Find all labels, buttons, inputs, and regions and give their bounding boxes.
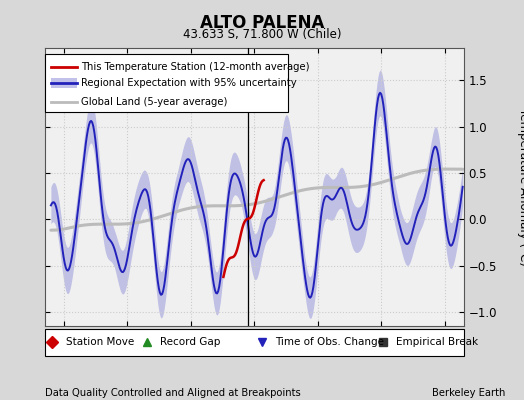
Text: Time of Obs. Change: Time of Obs. Change [275,337,384,347]
Text: 1985: 1985 [366,330,396,343]
Text: Global Land (5-year average): Global Land (5-year average) [81,96,227,106]
Text: 1970: 1970 [176,330,205,343]
Text: ALTO PALENA: ALTO PALENA [200,14,324,32]
Text: 1975: 1975 [239,330,269,343]
Text: Data Quality Controlled and Aligned at Breakpoints: Data Quality Controlled and Aligned at B… [45,388,300,398]
Text: 1980: 1980 [303,330,333,343]
Text: 1965: 1965 [112,330,142,343]
Text: Record Gap: Record Gap [160,337,220,347]
Text: Station Move: Station Move [66,337,134,347]
Text: Regional Expectation with 95% uncertainty: Regional Expectation with 95% uncertaint… [81,78,297,88]
Y-axis label: Temperature Anomaly (°C): Temperature Anomaly (°C) [517,108,524,266]
Text: This Temperature Station (12-month average): This Temperature Station (12-month avera… [81,62,310,72]
Text: Berkeley Earth: Berkeley Earth [432,388,506,398]
Text: 43.633 S, 71.800 W (Chile): 43.633 S, 71.800 W (Chile) [183,28,341,41]
Text: 1990: 1990 [430,330,460,343]
Text: 1960: 1960 [49,330,79,343]
Text: Empirical Break: Empirical Break [396,337,478,347]
